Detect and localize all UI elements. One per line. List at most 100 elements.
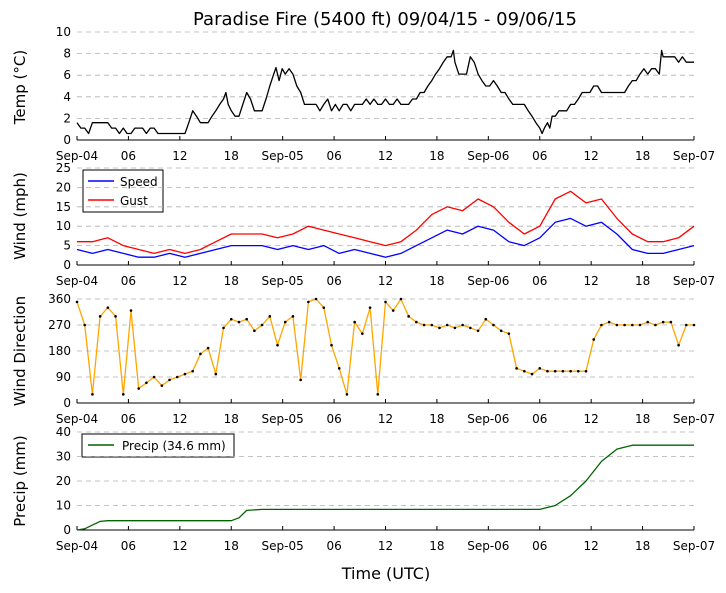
legend-precip-label: Precip (34.6 mm)	[122, 439, 226, 453]
direction-point	[368, 306, 372, 309]
x-tick-label: Sep-07	[673, 412, 715, 426]
direction-point	[631, 323, 634, 327]
y-tick-label: 0	[63, 523, 71, 537]
y-tick-label: 8	[63, 47, 71, 61]
x-tick-label: 06	[532, 539, 547, 553]
x-tick-label: 12	[172, 539, 187, 553]
y-tick-label: 0	[63, 133, 71, 147]
direction-point	[569, 369, 572, 373]
x-tick-label: 18	[429, 412, 444, 426]
direction-point	[492, 323, 495, 327]
y-tick-label: 15	[56, 200, 71, 214]
direction-point	[345, 393, 349, 396]
direction-point	[523, 369, 526, 373]
direction-point	[615, 323, 619, 327]
direction-point	[646, 320, 650, 324]
x-tick-label: 06	[532, 274, 547, 288]
direction-point	[114, 315, 117, 318]
direction-point	[314, 297, 318, 301]
x-tick-label: 06	[121, 274, 136, 288]
y-tick-label: 10	[56, 25, 71, 39]
direction-point	[160, 384, 164, 387]
direction-point	[538, 367, 542, 370]
direction-point	[253, 329, 256, 333]
direction-point	[98, 315, 102, 318]
direction-point	[453, 326, 457, 330]
y-tick-label: 6	[63, 68, 71, 82]
x-axis-label: Time (UTC)	[341, 564, 430, 583]
y-tick-label: 2	[63, 111, 71, 125]
direction-point	[268, 315, 272, 318]
direction-point	[129, 309, 133, 312]
x-tick-label: 12	[172, 274, 187, 288]
x-tick-label: Sep-04	[56, 539, 98, 553]
series-line-temp	[76, 49, 694, 135]
x-tick-label: 06	[121, 149, 136, 163]
x-tick-label: 18	[429, 539, 444, 553]
direction-point	[399, 297, 403, 301]
direction-point	[592, 338, 596, 341]
direction-point	[222, 326, 225, 330]
direction-point	[461, 323, 464, 327]
x-tick-label: Sep-04	[56, 412, 98, 426]
x-tick-label: Sep-06	[467, 412, 509, 426]
direction-point	[553, 369, 557, 373]
direction-point	[283, 320, 287, 324]
x-tick-label: 06	[532, 149, 547, 163]
direction-point	[546, 369, 549, 373]
direction-point	[260, 323, 264, 327]
x-tick-label: 12	[584, 274, 599, 288]
direction-point	[607, 320, 611, 324]
direction-point	[337, 367, 341, 370]
direction-point	[422, 323, 426, 327]
x-tick-label: 06	[326, 539, 341, 553]
direction-panel: Wind Direction 0 90 180 270 360 Sep-04 06 12 18 S…	[11, 292, 715, 426]
x-tick-label: 06	[532, 412, 547, 426]
direction-point	[206, 346, 210, 350]
direction-point	[507, 332, 511, 335]
direction-point	[175, 375, 179, 379]
direction-point	[584, 369, 588, 373]
x-tick-label: 18	[224, 412, 239, 426]
temp-ylabel: Temp (°C)	[11, 50, 29, 125]
direction-point	[384, 300, 387, 304]
x-tick-label: Sep-04	[56, 149, 98, 163]
x-tick-label: 06	[326, 274, 341, 288]
direction-point	[152, 375, 156, 379]
precip-panel: Precip (mm) Precip (34.6 mm) 0 10 20 30 40 Se…	[11, 425, 715, 553]
direction-point	[168, 378, 171, 382]
x-tick-label: 12	[172, 149, 187, 163]
x-tick-label: 12	[584, 539, 599, 553]
x-tick-label: Sep-07	[673, 539, 715, 553]
direction-point	[469, 326, 472, 330]
x-tick-label: 12	[378, 539, 393, 553]
direction-point	[677, 343, 680, 347]
y-tick-label: 20	[56, 180, 71, 194]
x-tick-label: 06	[121, 412, 136, 426]
x-tick-label: Sep-05	[262, 274, 304, 288]
direction-point	[299, 378, 302, 382]
y-tick-label: 0	[63, 258, 71, 272]
direction-point	[214, 372, 218, 376]
direction-point	[484, 317, 488, 321]
x-tick-label: 18	[429, 274, 444, 288]
x-tick-label: 12	[378, 274, 393, 288]
x-tick-label: 18	[635, 539, 650, 553]
x-tick-label: Sep-07	[673, 274, 715, 288]
direction-point	[322, 306, 326, 309]
chart-title: Paradise Fire (5400 ft) 09/04/15 - 09/06…	[193, 9, 577, 30]
x-tick-label: 18	[635, 412, 650, 426]
y-tick-label: 180	[48, 344, 71, 358]
y-tick-label: 0	[63, 396, 71, 410]
x-tick-label: Sep-06	[467, 274, 509, 288]
y-tick-label: 40	[56, 425, 71, 439]
direction-point	[75, 300, 79, 304]
y-tick-label: 5	[63, 239, 71, 253]
legend-speed-label: Speed	[120, 175, 158, 189]
direction-point	[638, 323, 642, 327]
direction-point	[245, 317, 248, 321]
x-tick-label: 18	[429, 149, 444, 163]
y-tick-label: 10	[56, 499, 71, 513]
direction-point	[499, 329, 503, 333]
